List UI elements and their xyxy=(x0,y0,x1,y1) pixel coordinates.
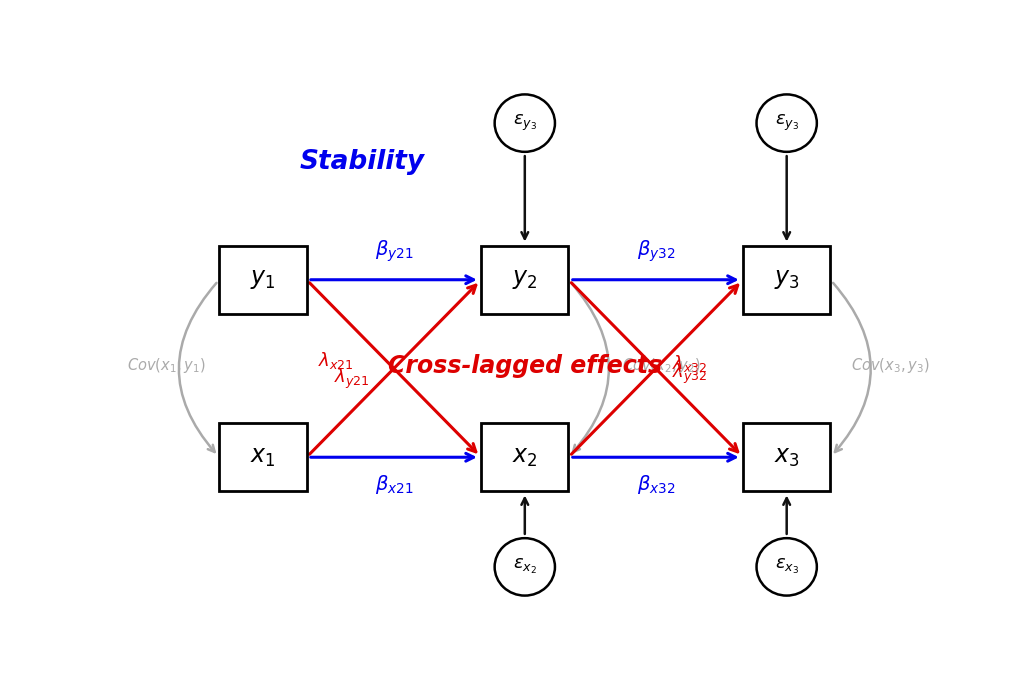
FancyArrowPatch shape xyxy=(310,276,473,283)
Text: $y_3$: $y_3$ xyxy=(774,268,800,292)
Text: $\lambda_{y32}$: $\lambda_{y32}$ xyxy=(672,361,708,386)
Bar xyxy=(743,246,830,314)
Text: $\beta_{y21}$: $\beta_{y21}$ xyxy=(375,239,413,264)
FancyArrowPatch shape xyxy=(571,283,737,452)
Text: $\beta_{x32}$: $\beta_{x32}$ xyxy=(637,473,675,496)
Text: $x_2$: $x_2$ xyxy=(512,445,538,468)
Text: $Cov(x_1, y_1)$: $Cov(x_1, y_1)$ xyxy=(127,357,206,376)
Text: Cross-lagged effects: Cross-lagged effects xyxy=(388,354,662,378)
Text: $\epsilon_{x_3}$: $\epsilon_{x_3}$ xyxy=(775,557,799,576)
FancyArrowPatch shape xyxy=(521,498,528,534)
FancyArrowPatch shape xyxy=(572,454,735,461)
Text: $Cov(x_2, y_2)$: $Cov(x_2, y_2)$ xyxy=(622,357,700,376)
FancyArrowPatch shape xyxy=(783,498,791,534)
Text: $Cov(x_3, y_3)$: $Cov(x_3, y_3)$ xyxy=(851,357,929,376)
Text: $\epsilon_{y_3}$: $\epsilon_{y_3}$ xyxy=(775,113,799,133)
FancyArrowPatch shape xyxy=(572,276,735,283)
FancyArrowPatch shape xyxy=(571,285,737,454)
Text: $\lambda_{y21}$: $\lambda_{y21}$ xyxy=(334,367,370,391)
FancyArrowPatch shape xyxy=(834,283,870,452)
Text: Stability: Stability xyxy=(300,149,425,176)
FancyArrowPatch shape xyxy=(310,454,473,461)
FancyArrowPatch shape xyxy=(521,156,528,239)
Text: $\epsilon_{x_2}$: $\epsilon_{x_2}$ xyxy=(513,557,537,576)
Bar xyxy=(219,246,306,314)
Ellipse shape xyxy=(495,94,555,152)
Ellipse shape xyxy=(495,538,555,595)
Bar xyxy=(481,423,568,491)
Text: $x_3$: $x_3$ xyxy=(774,445,800,468)
Text: $\lambda_{x21}$: $\lambda_{x21}$ xyxy=(318,350,354,371)
Text: $\beta_{y32}$: $\beta_{y32}$ xyxy=(637,239,675,264)
Text: $y_1$: $y_1$ xyxy=(250,268,275,292)
Text: $x_1$: $x_1$ xyxy=(250,445,275,468)
Ellipse shape xyxy=(757,94,817,152)
Bar xyxy=(743,423,830,491)
Bar xyxy=(481,246,568,314)
FancyArrowPatch shape xyxy=(783,156,791,239)
Text: $\beta_{x21}$: $\beta_{x21}$ xyxy=(375,473,413,496)
Text: $\lambda_{x32}$: $\lambda_{x32}$ xyxy=(672,353,708,374)
Ellipse shape xyxy=(757,538,817,595)
FancyArrowPatch shape xyxy=(571,283,609,452)
FancyArrowPatch shape xyxy=(309,285,476,454)
Bar xyxy=(219,423,306,491)
FancyArrowPatch shape xyxy=(179,283,216,452)
Text: $y_2$: $y_2$ xyxy=(512,268,538,292)
Text: $\epsilon_{y_3}$: $\epsilon_{y_3}$ xyxy=(513,113,537,133)
FancyArrowPatch shape xyxy=(309,283,476,452)
